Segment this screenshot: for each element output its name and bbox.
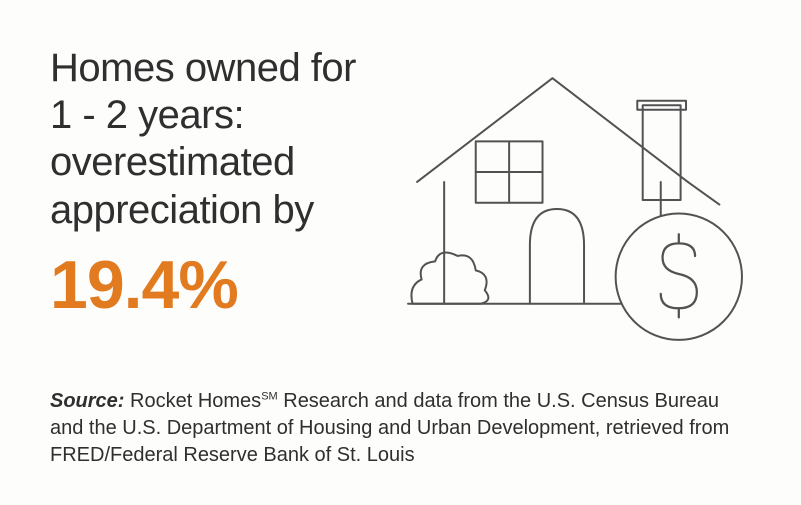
house-illustration [390, 40, 751, 360]
house-dollar-icon [390, 40, 751, 360]
source-label: Source: [50, 390, 124, 412]
source-prefix: Rocket Homes [124, 390, 261, 412]
text-column: Homes owned for 1 - 2 years: overestimat… [50, 40, 360, 324]
source-attribution: Source: Rocket HomesSM Research and data… [50, 388, 751, 469]
headline-text: Homes owned for 1 - 2 years: overestimat… [50, 45, 360, 234]
stat-value: 19.4% [50, 246, 360, 324]
source-sm-mark: SM [261, 390, 278, 402]
content-row: Homes owned for 1 - 2 years: overestimat… [50, 40, 751, 360]
